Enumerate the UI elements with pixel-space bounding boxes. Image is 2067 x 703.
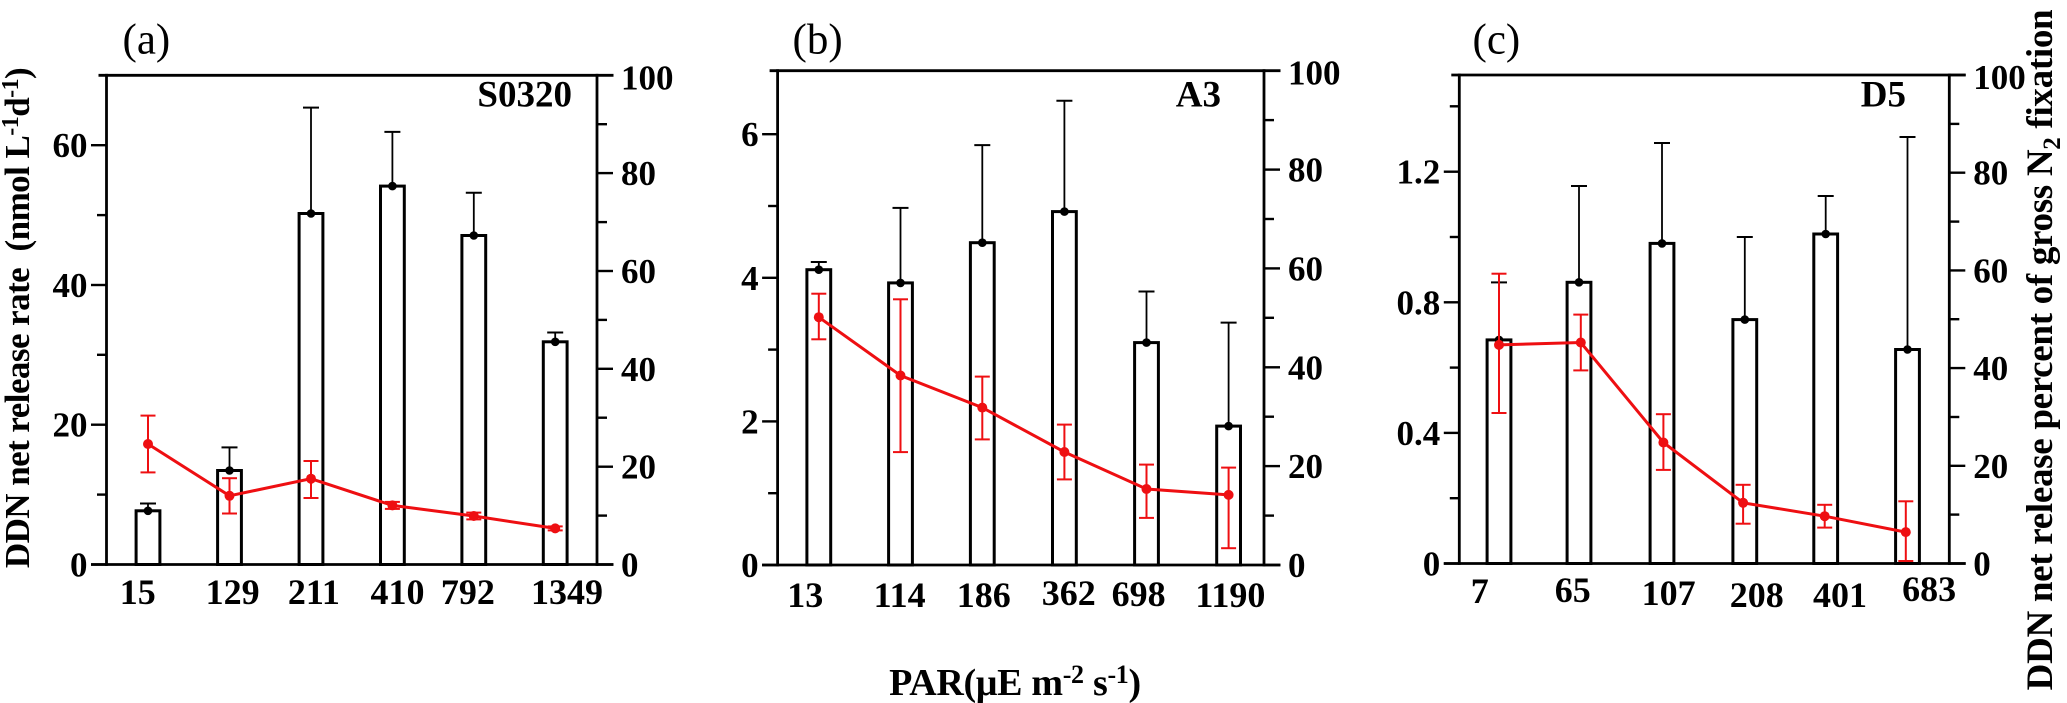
- svg-text:DDN net release rate (nmol L-: DDN net release rate (nmol L-1d-1): [0, 68, 37, 568]
- svg-text:211: 211: [288, 572, 340, 612]
- svg-text:DDN net release percent of gro: DDN net release percent of gross N2 fixa…: [2020, 9, 2066, 690]
- svg-text:186: 186: [957, 575, 1011, 615]
- svg-text:208: 208: [1730, 575, 1784, 615]
- svg-text:100: 100: [1288, 54, 1341, 93]
- svg-text:40: 40: [53, 266, 88, 305]
- svg-text:1.2: 1.2: [1397, 153, 1441, 192]
- svg-text:60: 60: [621, 252, 656, 291]
- svg-text:20: 20: [53, 406, 88, 445]
- svg-text:107: 107: [1642, 573, 1696, 613]
- svg-text:20: 20: [1973, 447, 2008, 486]
- svg-text:13: 13: [787, 575, 823, 615]
- svg-text:60: 60: [53, 126, 88, 165]
- svg-text:D5: D5: [1861, 75, 1906, 116]
- svg-text:40: 40: [621, 350, 656, 389]
- svg-text:0.4: 0.4: [1397, 414, 1441, 453]
- svg-text:0.8: 0.8: [1397, 283, 1441, 322]
- svg-text:410: 410: [371, 572, 425, 612]
- svg-text:80: 80: [621, 154, 656, 193]
- svg-text:1190: 1190: [1195, 575, 1265, 615]
- svg-text:362: 362: [1042, 573, 1096, 613]
- svg-text:80: 80: [1288, 151, 1323, 190]
- svg-text:683: 683: [1902, 569, 1956, 609]
- svg-text:(b): (b): [793, 17, 843, 64]
- svg-text:0: 0: [741, 546, 759, 585]
- svg-text:0: 0: [1288, 546, 1306, 585]
- svg-text:6: 6: [741, 115, 759, 154]
- svg-text:0: 0: [1423, 545, 1441, 584]
- svg-text:60: 60: [1973, 251, 2008, 290]
- svg-text:129: 129: [206, 572, 260, 612]
- svg-text:40: 40: [1973, 349, 2008, 388]
- svg-text:401: 401: [1813, 575, 1867, 615]
- svg-text:114: 114: [874, 575, 926, 615]
- svg-text:80: 80: [1973, 154, 2008, 193]
- svg-text:1349: 1349: [531, 572, 603, 612]
- svg-text:792: 792: [441, 572, 495, 612]
- svg-text:0: 0: [1973, 545, 1991, 584]
- svg-text:60: 60: [1288, 249, 1323, 288]
- svg-text:S0320: S0320: [477, 75, 572, 116]
- svg-text:100: 100: [1973, 58, 2026, 97]
- svg-text:(c): (c): [1473, 17, 1521, 64]
- svg-text:(a): (a): [123, 17, 171, 64]
- svg-text:15: 15: [120, 572, 156, 612]
- svg-text:4: 4: [741, 259, 759, 298]
- svg-text:100: 100: [621, 58, 674, 97]
- svg-text:0: 0: [621, 546, 639, 585]
- svg-text:A3: A3: [1176, 75, 1221, 116]
- svg-text:7: 7: [1471, 571, 1489, 611]
- svg-text:20: 20: [621, 448, 656, 487]
- svg-text:PAR(μE m-2 s-1): PAR(μE m-2 s-1): [889, 660, 1141, 703]
- svg-text:2: 2: [741, 402, 759, 441]
- svg-text:698: 698: [1112, 574, 1166, 614]
- svg-text:40: 40: [1288, 348, 1323, 387]
- svg-text:20: 20: [1288, 447, 1323, 486]
- svg-text:0: 0: [70, 546, 88, 585]
- svg-text:65: 65: [1555, 570, 1591, 610]
